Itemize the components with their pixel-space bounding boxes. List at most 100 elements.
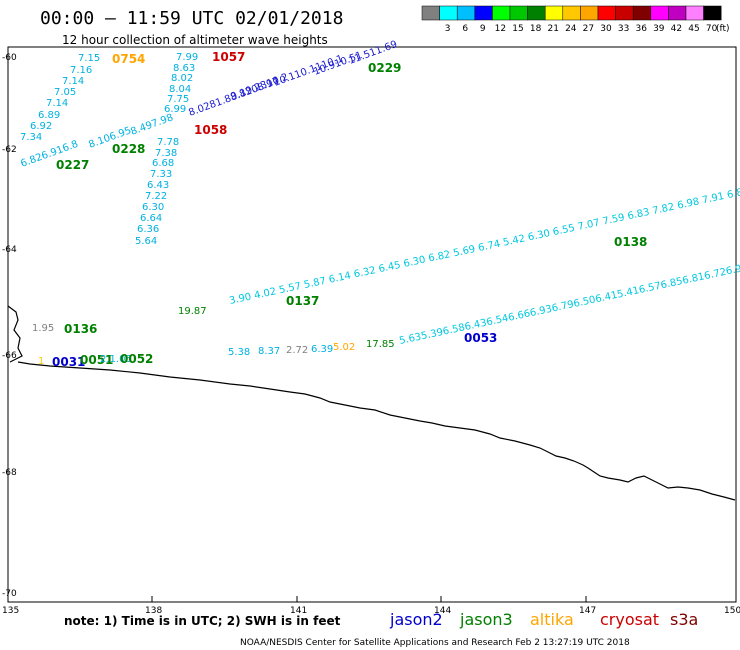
- pass-id-label: 0053: [464, 331, 497, 345]
- lon-label: 141: [290, 606, 307, 616]
- legend-swatch: [421, 5, 440, 21]
- legend-unit: (ft): [716, 24, 730, 34]
- svg-text:0051: 0051: [80, 353, 113, 367]
- pass-id-label: 0136: [64, 322, 97, 336]
- wave-height-label: 7.99: [176, 52, 198, 63]
- lon-label: 144: [434, 606, 451, 616]
- legend-label: 33: [618, 24, 629, 34]
- legend-swatch: [597, 5, 616, 21]
- pass-id-label: 0138: [614, 235, 647, 249]
- lon-label: 150: [724, 606, 740, 616]
- legend-swatch: [456, 5, 476, 21]
- svg-text:5.635.396.586.436.546.666.936.: 5.635.396.586.436.546.666.936.796.506.41…: [398, 230, 740, 347]
- wave-height-label: 6.64: [140, 213, 162, 224]
- satellite-legend-s3a: s3a: [670, 610, 698, 629]
- legend-label: 6: [462, 24, 468, 34]
- wave-height-label: 7.14: [46, 98, 68, 109]
- legend-swatch: [544, 5, 564, 21]
- legend-swatch: [703, 5, 722, 21]
- legend-swatch: [474, 5, 493, 21]
- pass-id-label: 1058: [194, 123, 227, 137]
- satellite-legend-cryosat: cryosat: [600, 610, 659, 629]
- svg-text:0031: 0031: [52, 355, 85, 369]
- legend-label: 15: [512, 24, 523, 34]
- legend-label: 9: [480, 24, 486, 34]
- legend-swatch: [562, 5, 581, 21]
- lon-label: 135: [2, 606, 19, 616]
- pass-id-label: 0229: [368, 61, 401, 75]
- wave-height-label: 7.16: [70, 65, 92, 76]
- legend-swatch: [492, 5, 511, 21]
- satellite-legend: jason2 jason3 altika cryosat s3a: [389, 610, 698, 629]
- wave-height-label: 6.99: [164, 104, 186, 115]
- svg-text:1: 1: [38, 356, 44, 367]
- footer-note: note: 1) Time is in UTC; 2) SWH is in fe…: [64, 614, 341, 628]
- satellite-legend-altika: altika: [530, 610, 574, 629]
- legend-swatch: [509, 5, 528, 21]
- legend-swatch: [685, 5, 704, 21]
- lat-label: -70: [2, 589, 17, 599]
- wave-height-label: 8.04: [169, 84, 191, 95]
- wave-height-label: 6.39: [311, 344, 333, 355]
- wave-height-label: 7.38: [155, 148, 177, 159]
- wave-height-label: 7.34: [20, 132, 42, 143]
- lat-label: -60: [2, 53, 17, 63]
- page-title: 00:00 – 11:59 UTC 02/01/2018: [40, 8, 343, 29]
- wave-height-label: 5.38: [228, 347, 250, 358]
- wave-height-label: 6.92: [30, 121, 52, 132]
- pass-id-label: 0227: [56, 158, 89, 172]
- legend-label: 70: [706, 24, 718, 34]
- wave-height-label: 8.63: [173, 63, 195, 74]
- legend-label: 18: [530, 24, 542, 34]
- lat-label: -64: [2, 245, 17, 255]
- antarctic-coastline: [7, 305, 736, 501]
- legend-label: 21: [547, 24, 558, 34]
- wave-height-label: 6.68: [152, 158, 174, 169]
- wave-height-label: 2.72: [286, 345, 308, 356]
- wave-height-label: 7.14: [62, 76, 84, 87]
- legend-swatch: [650, 5, 669, 21]
- wave-height-label: 7.15: [78, 53, 100, 64]
- wave-height-label: 6.30: [142, 202, 164, 213]
- legend-swatch: [580, 5, 599, 21]
- wave-height-label: 19.87: [178, 306, 207, 317]
- wave-height-label: 1.95: [32, 323, 54, 334]
- map-frame: [7, 46, 737, 603]
- pass-id-label: 1057: [212, 50, 245, 64]
- legend-label: 3: [445, 24, 451, 34]
- lat-label: -66: [2, 351, 17, 361]
- wave-height-label: 8.37: [258, 346, 280, 357]
- wave-height-label: 5.64: [135, 236, 157, 247]
- page-subtitle: 12 hour collection of altimeter wave hei…: [62, 33, 328, 47]
- wave-height-label: 8.02: [171, 73, 193, 84]
- lon-label: 147: [579, 606, 596, 616]
- legend-label: 45: [688, 24, 699, 34]
- wave-height-label: 5.02: [333, 342, 355, 353]
- wave-height-label: 17.85: [366, 339, 395, 350]
- svg-text:2.1.05: 2.1.05: [100, 354, 132, 365]
- legend-label: 24: [565, 24, 577, 34]
- wave-height-label: 7.05: [54, 87, 76, 98]
- satellite-legend-jason3: jason3: [459, 610, 513, 629]
- wave-height-label: 7.75: [167, 94, 189, 105]
- svg-text:8.497.98: 8.497.98: [129, 112, 175, 138]
- pass-id-label: 0137: [286, 294, 319, 308]
- legend-swatch: [632, 5, 652, 21]
- legend-label: 42: [671, 24, 682, 34]
- wave-height-label: 7.33: [150, 169, 172, 180]
- wave-height-label: 6.89: [38, 110, 60, 121]
- satellite-legend-jason2: jason2: [389, 610, 443, 629]
- legend-label: 12: [495, 24, 506, 34]
- legend-swatch: [439, 5, 458, 21]
- svg-text:0052: 0052: [120, 352, 153, 366]
- legend-label: 39: [653, 24, 665, 34]
- legend-label: 27: [583, 24, 594, 34]
- wave-height-label: 6.36: [137, 224, 159, 235]
- lat-label: -68: [2, 468, 17, 478]
- lat-label: -62: [2, 145, 17, 155]
- pass-id-label: 0228: [112, 142, 145, 156]
- swh-color-legend: 3 6 9 12 15 18 21 24 27 30 33 36 39 42 45 70(ft): [421, 5, 730, 34]
- footer-credit: NOAA/NESDIS Center for Satellite Applica…: [240, 638, 630, 648]
- wave-height-label: 7.22: [145, 191, 167, 202]
